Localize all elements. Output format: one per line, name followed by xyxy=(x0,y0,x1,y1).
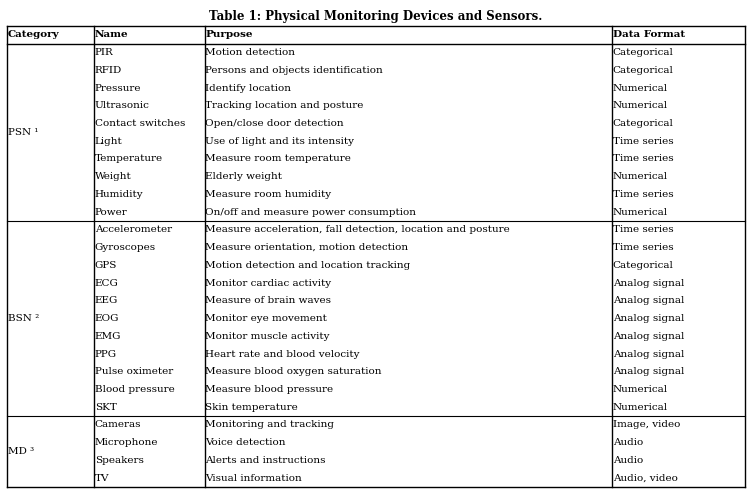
Text: Light: Light xyxy=(95,137,123,146)
Text: BSN ²: BSN ² xyxy=(8,314,39,323)
Text: Numerical: Numerical xyxy=(613,101,668,110)
Text: Name: Name xyxy=(95,31,129,39)
Text: Cameras: Cameras xyxy=(95,421,141,429)
Text: Category: Category xyxy=(8,31,59,39)
Text: EEG: EEG xyxy=(95,296,118,305)
Text: Temperature: Temperature xyxy=(95,154,163,164)
Text: Image, video: Image, video xyxy=(613,421,681,429)
Text: Analog signal: Analog signal xyxy=(613,314,684,323)
Text: Measure orientation, motion detection: Measure orientation, motion detection xyxy=(205,243,408,252)
Text: Audio: Audio xyxy=(613,456,643,465)
Text: Analog signal: Analog signal xyxy=(613,367,684,376)
Text: Categorical: Categorical xyxy=(613,261,674,270)
Text: Measure of brain waves: Measure of brain waves xyxy=(205,296,332,305)
Text: Accelerometer: Accelerometer xyxy=(95,225,172,234)
Text: Measure acceleration, fall detection, location and posture: Measure acceleration, fall detection, lo… xyxy=(205,225,511,234)
Text: On/off and measure power consumption: On/off and measure power consumption xyxy=(205,208,417,216)
Text: TV: TV xyxy=(95,474,109,483)
Text: Categorical: Categorical xyxy=(613,48,674,57)
Text: Heart rate and blood velocity: Heart rate and blood velocity xyxy=(205,350,360,358)
Text: Measure room temperature: Measure room temperature xyxy=(205,154,351,164)
Text: Analog signal: Analog signal xyxy=(613,332,684,341)
Text: Numerical: Numerical xyxy=(613,172,668,181)
Text: Ultrasonic: Ultrasonic xyxy=(95,101,150,110)
Text: Monitor muscle activity: Monitor muscle activity xyxy=(205,332,330,341)
Text: Pressure: Pressure xyxy=(95,83,141,93)
Text: Gyroscopes: Gyroscopes xyxy=(95,243,156,252)
Text: PIR: PIR xyxy=(95,48,114,57)
Text: Numerical: Numerical xyxy=(613,385,668,394)
Text: Speakers: Speakers xyxy=(95,456,144,465)
Text: Voice detection: Voice detection xyxy=(205,438,286,447)
Text: Analog signal: Analog signal xyxy=(613,350,684,358)
Text: Microphone: Microphone xyxy=(95,438,158,447)
Text: Power: Power xyxy=(95,208,128,216)
Text: Categorical: Categorical xyxy=(613,66,674,75)
Text: Time series: Time series xyxy=(613,225,674,234)
Text: Numerical: Numerical xyxy=(613,403,668,412)
Text: Monitor eye movement: Monitor eye movement xyxy=(205,314,327,323)
Text: Open/close door detection: Open/close door detection xyxy=(205,119,344,128)
Text: PSN ¹: PSN ¹ xyxy=(8,128,38,137)
Text: Numerical: Numerical xyxy=(613,83,668,93)
Text: Audio, video: Audio, video xyxy=(613,474,678,483)
Text: Table 1: Physical Monitoring Devices and Sensors.: Table 1: Physical Monitoring Devices and… xyxy=(209,10,543,23)
Text: Weight: Weight xyxy=(95,172,132,181)
Text: PPG: PPG xyxy=(95,350,117,358)
Text: SKT: SKT xyxy=(95,403,117,412)
Text: Categorical: Categorical xyxy=(613,119,674,128)
Text: Monitor cardiac activity: Monitor cardiac activity xyxy=(205,279,332,287)
Text: Visual information: Visual information xyxy=(205,474,302,483)
Text: RFID: RFID xyxy=(95,66,122,75)
Text: Time series: Time series xyxy=(613,190,674,199)
Text: Measure blood pressure: Measure blood pressure xyxy=(205,385,334,394)
Text: Motion detection and location tracking: Motion detection and location tracking xyxy=(205,261,411,270)
Text: Time series: Time series xyxy=(613,137,674,146)
Text: Persons and objects identification: Persons and objects identification xyxy=(205,66,384,75)
Text: Analog signal: Analog signal xyxy=(613,279,684,287)
Text: Time series: Time series xyxy=(613,154,674,164)
Text: Contact switches: Contact switches xyxy=(95,119,185,128)
Text: Identify location: Identify location xyxy=(205,83,292,93)
Text: Measure room humidity: Measure room humidity xyxy=(205,190,332,199)
Text: Monitoring and tracking: Monitoring and tracking xyxy=(205,421,335,429)
Text: Use of light and its intensity: Use of light and its intensity xyxy=(205,137,354,146)
Text: Alerts and instructions: Alerts and instructions xyxy=(205,456,326,465)
Text: Tracking location and posture: Tracking location and posture xyxy=(205,101,364,110)
Text: Motion detection: Motion detection xyxy=(205,48,296,57)
Text: Measure blood oxygen saturation: Measure blood oxygen saturation xyxy=(205,367,382,376)
Text: Numerical: Numerical xyxy=(613,208,668,216)
Text: ECG: ECG xyxy=(95,279,119,287)
Text: Skin temperature: Skin temperature xyxy=(205,403,299,412)
Text: Time series: Time series xyxy=(613,243,674,252)
Text: MD ³: MD ³ xyxy=(8,447,34,456)
Text: Purpose: Purpose xyxy=(205,31,253,39)
Text: Elderly weight: Elderly weight xyxy=(205,172,283,181)
Text: Humidity: Humidity xyxy=(95,190,144,199)
Text: Audio: Audio xyxy=(613,438,643,447)
Text: Pulse oximeter: Pulse oximeter xyxy=(95,367,173,376)
Text: EOG: EOG xyxy=(95,314,120,323)
Text: Analog signal: Analog signal xyxy=(613,296,684,305)
Text: GPS: GPS xyxy=(95,261,117,270)
Text: Data Format: Data Format xyxy=(613,31,685,39)
Text: Blood pressure: Blood pressure xyxy=(95,385,174,394)
Text: EMG: EMG xyxy=(95,332,121,341)
